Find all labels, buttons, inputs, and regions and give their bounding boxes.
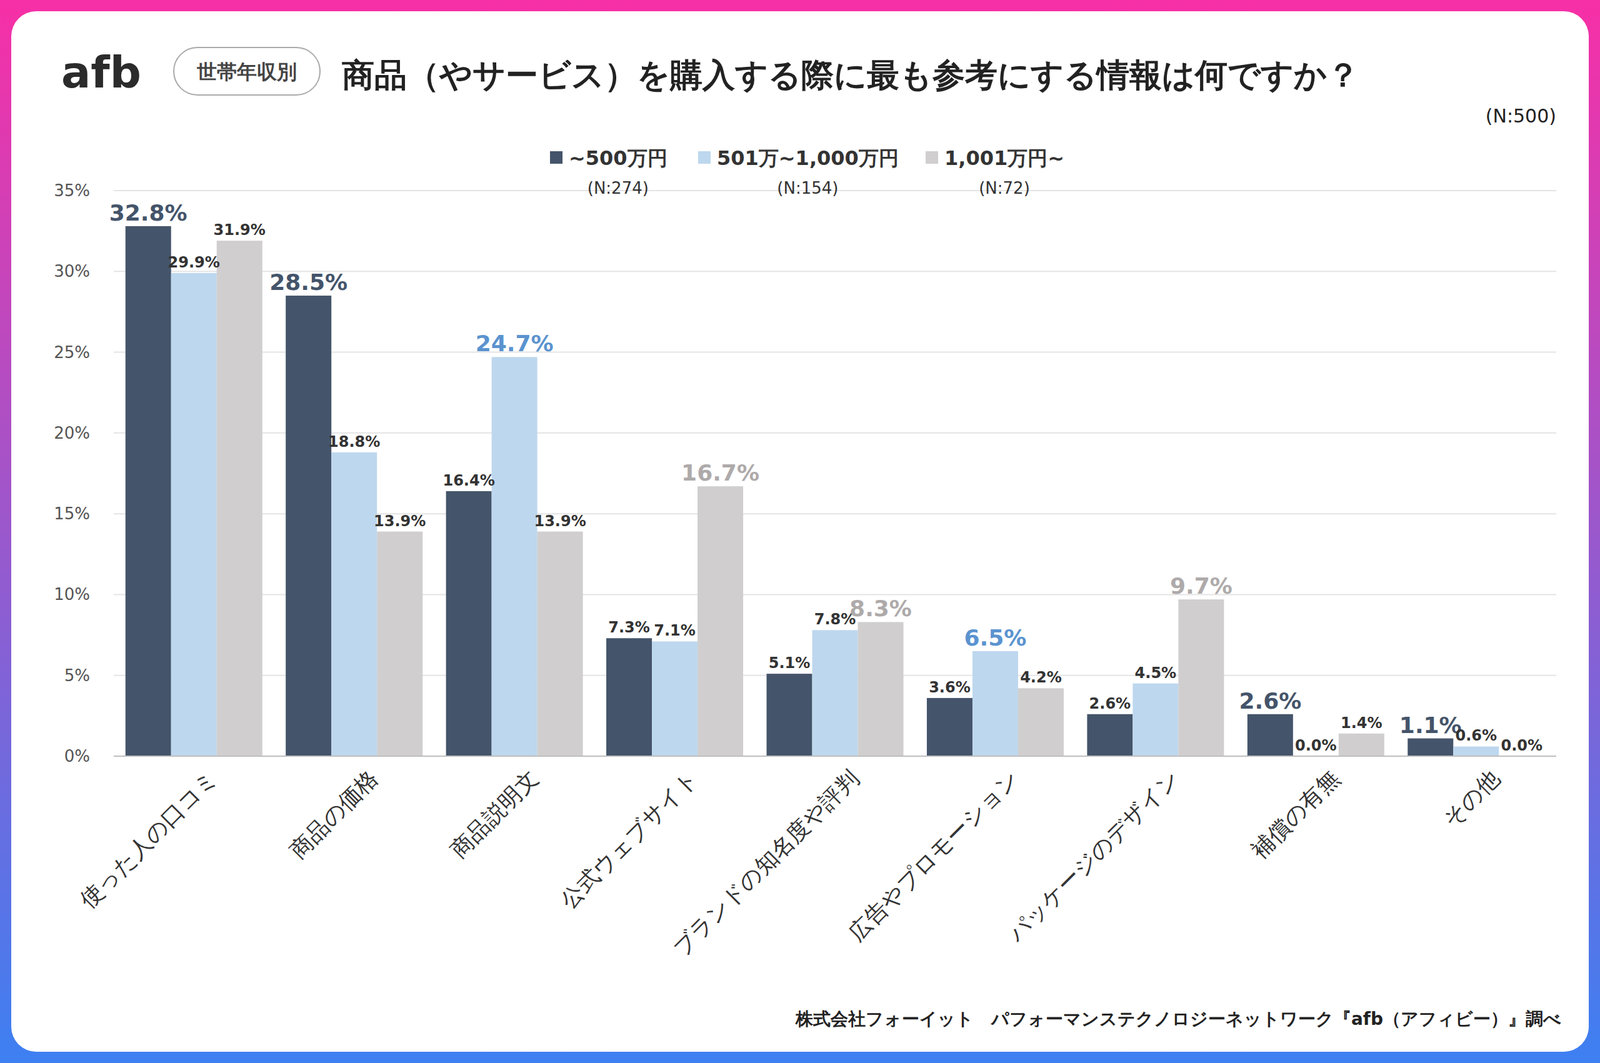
bar (285, 295, 332, 757)
y-tick-label: 5% (64, 666, 90, 685)
bar (697, 486, 744, 757)
legend-label: 501万~1,000万円 (716, 146, 899, 170)
data-label: 1.1% (1399, 712, 1462, 739)
legend-swatch (698, 151, 711, 164)
bar (1453, 746, 1499, 757)
data-label: 16.7% (681, 460, 760, 486)
card (11, 11, 1589, 1052)
category-label: 商品の価格 (284, 765, 383, 864)
data-label: 9.7% (1170, 573, 1233, 599)
category-label: ブランドの知名度や評判 (667, 765, 864, 962)
bar (446, 491, 492, 757)
category-label: パッケージのデザイン (1002, 765, 1185, 948)
data-label: 16.4% (442, 471, 495, 490)
bar (766, 673, 813, 757)
y-tick-label: 10% (53, 585, 90, 604)
data-labels: 32.8% 29.9% 31.9% 28.5% 18.8% 13.9% 16.4% 24.7%… (109, 200, 1543, 755)
data-label: 0.0% (1295, 736, 1337, 755)
category-label: 使った人の口コミ (75, 765, 223, 914)
grid-line (113, 755, 1557, 757)
category-label: 公式ウェブサイト (555, 765, 704, 914)
data-label: 13.9% (373, 512, 426, 530)
legend-sample: (N:274) (587, 178, 649, 198)
data-label: 28.5% (269, 269, 348, 295)
legend-label: ~500万円 (568, 146, 668, 170)
legend-sample: (N:154) (776, 178, 839, 198)
grid (113, 190, 1557, 757)
y-tick-label: 30% (53, 261, 90, 281)
bar (1247, 714, 1294, 757)
data-label: 29.9% (168, 253, 220, 272)
category-label: 補償の有無 (1246, 765, 1345, 864)
bar (1132, 683, 1179, 757)
data-label: 18.8% (328, 433, 380, 451)
data-label: 6.5% (964, 625, 1027, 651)
y-tick-label: 25% (53, 343, 90, 362)
data-label: 13.9% (533, 512, 586, 530)
legend-swatch (925, 151, 939, 164)
bar (1178, 599, 1224, 757)
bar (858, 621, 904, 757)
data-label: 2.6% (1238, 688, 1302, 714)
data-label: 5.1% (768, 654, 811, 672)
bar (331, 452, 377, 757)
bar (171, 273, 217, 757)
bar (1338, 733, 1385, 757)
badge: 世帯年収別 (196, 60, 297, 84)
y-tick-label: 20% (53, 423, 90, 443)
data-label: 7.1% (653, 621, 696, 640)
data-label: 32.8% (109, 200, 188, 226)
y-tick-label: 35% (53, 181, 90, 200)
data-label: 8.3% (849, 595, 912, 622)
bar (606, 638, 652, 757)
data-label: 7.3% (608, 618, 650, 637)
category-label: その他 (1438, 765, 1505, 833)
data-label: 1.4% (1340, 714, 1383, 732)
y-tick-label: 15% (53, 504, 90, 524)
data-label: 3.6% (928, 678, 971, 697)
y-tick-label: 0% (64, 746, 90, 766)
bars (125, 226, 1500, 757)
data-label: 31.9% (213, 221, 266, 239)
data-label: 24.7% (475, 330, 554, 357)
bar (125, 226, 172, 757)
bar (537, 531, 584, 757)
data-label: 0.0% (1500, 736, 1543, 755)
legend-label: 1,001万円~ (944, 146, 1065, 170)
title: 商品（やサービス）を購入する際に最も参考にする情報は何ですか？ (341, 56, 1360, 94)
logo: afb (61, 46, 142, 99)
bar (812, 630, 859, 757)
bar (651, 641, 698, 757)
bar (376, 531, 423, 757)
category-label: 広告やプロモーション (843, 765, 1024, 946)
frame (0, 0, 1600, 1063)
bar (1018, 688, 1064, 757)
bar (972, 651, 1019, 757)
sample-size: (N:500) (1485, 105, 1557, 127)
legend-sample: (N:72) (978, 178, 1030, 198)
bar (216, 240, 263, 757)
legend-swatch (550, 151, 563, 164)
data-label: 4.2% (1020, 668, 1062, 687)
x-axis (113, 755, 1557, 757)
bar (1407, 738, 1454, 757)
chart-root: afb 世帯年収別 商品（やサービス）を購入する際に最も参考にする情報は何ですか？ (… (0, 0, 1600, 1063)
source: 株式会社フォーイット パフォーマンステクノロジーネットワーク『afb（アフィビー… (795, 1008, 1562, 1030)
bar (491, 356, 538, 757)
badge-box (173, 47, 320, 95)
bar (926, 698, 973, 757)
data-label: 0.6% (1455, 726, 1497, 745)
data-label: 4.5% (1135, 664, 1177, 682)
bar (1086, 714, 1133, 757)
data-label: 2.6% (1089, 695, 1132, 713)
category-label: 商品説明文 (445, 765, 543, 864)
